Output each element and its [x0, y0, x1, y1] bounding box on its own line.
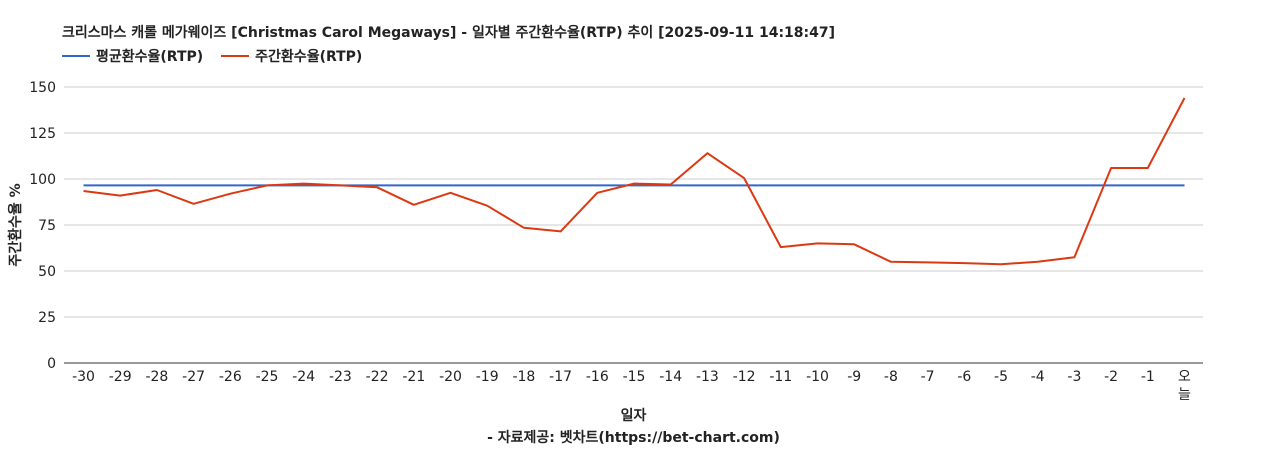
- x-tick-label: -9: [847, 369, 861, 385]
- x-tick-label: -3: [1067, 369, 1081, 385]
- x-tick-label: -6: [957, 369, 971, 385]
- x-tick-label: -10: [806, 369, 829, 385]
- x-tick-label: -14: [659, 369, 682, 385]
- x-tick-label: -16: [586, 369, 609, 385]
- x-axis-title: 일자: [621, 408, 647, 424]
- chart-legend: 평균환수율(RTP) 주간환수율(RTP): [62, 46, 380, 66]
- x-tick-label: -19: [476, 369, 499, 385]
- series-line-1: [83, 97, 1186, 266]
- x-tick-label: -4: [1031, 369, 1045, 385]
- x-tick-label: -20: [439, 369, 462, 385]
- y-tick-label: 25: [38, 310, 56, 326]
- x-tick-label: -28: [145, 369, 168, 385]
- x-tick-label: -17: [549, 369, 572, 385]
- x-tick-label: -30: [72, 369, 95, 385]
- x-tick-label: -22: [366, 369, 389, 385]
- x-tick-label: -25: [256, 369, 279, 385]
- legend-label-weekly: 주간환수율(RTP): [255, 49, 363, 65]
- x-tick-label: -11: [769, 369, 792, 385]
- x-tick-label: -24: [292, 369, 315, 385]
- y-tick-label: 100: [29, 172, 56, 188]
- y-tick-label: 0: [47, 356, 56, 372]
- legend-item-weekly[interactable]: 주간환수율(RTP): [221, 46, 362, 66]
- x-tick-label: -5: [994, 369, 1008, 385]
- x-tick-label: -1: [1141, 369, 1155, 385]
- x-tick-label: -27: [182, 369, 205, 385]
- x-tick-label: -8: [884, 369, 898, 385]
- y-axis-title: 주간환수율 %: [7, 183, 24, 266]
- x-tick-label: -12: [733, 369, 756, 385]
- x-tick-label: -23: [329, 369, 352, 385]
- y-tick-label: 50: [38, 264, 56, 280]
- y-tick-label: 125: [29, 126, 56, 142]
- x-tick-label: -2: [1104, 369, 1118, 385]
- x-tick-label: -26: [219, 369, 242, 385]
- y-tick-label: 75: [38, 218, 56, 234]
- chart-title: 크리스마스 캐롤 메가웨이즈 [Christmas Carol Megaways…: [62, 25, 836, 41]
- legend-swatch-average: [62, 55, 90, 57]
- x-tick-label: -29: [109, 369, 132, 385]
- y-tick-label: 150: [29, 80, 56, 96]
- x-tick-label: -18: [512, 369, 535, 385]
- x-tick-label: -7: [921, 369, 935, 385]
- legend-label-average: 평균환수율(RTP): [96, 49, 204, 65]
- x-tick-label: -13: [696, 369, 719, 385]
- source-note: - 자료제공: 벳차트(https://bet-chart.com): [487, 429, 780, 446]
- x-tick-label: 오: [1178, 369, 1191, 385]
- legend-swatch-weekly: [221, 55, 250, 57]
- legend-item-average[interactable]: 평균환수율(RTP): [62, 46, 203, 66]
- x-tick-label: -15: [623, 369, 646, 385]
- x-tick-label: -21: [402, 369, 425, 385]
- x-tick-label: 늘: [1178, 387, 1191, 403]
